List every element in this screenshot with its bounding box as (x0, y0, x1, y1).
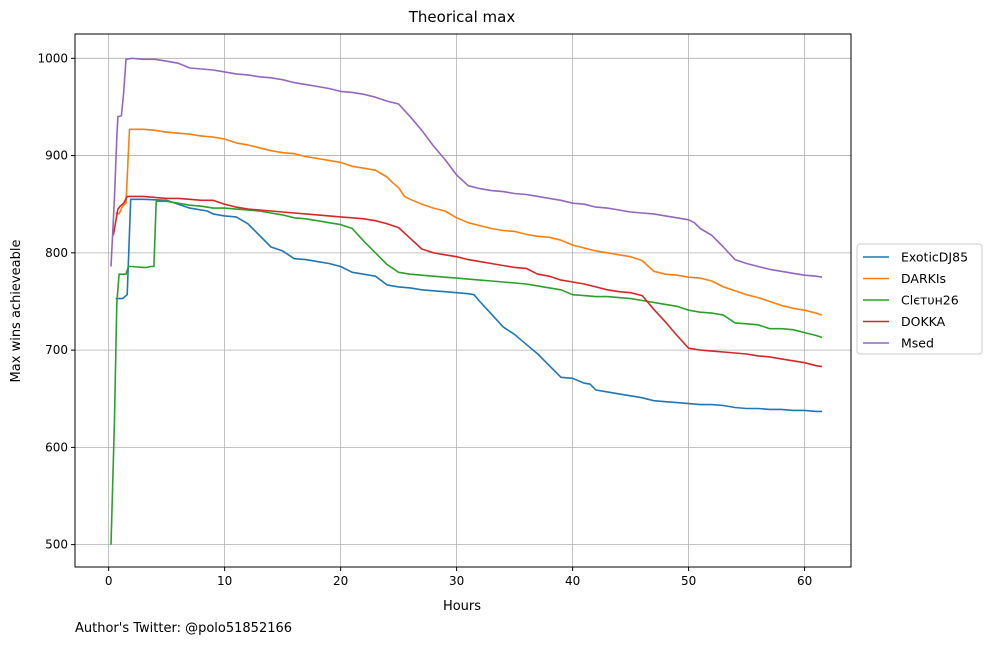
legend-box (856, 243, 983, 355)
legend-label: Msed (901, 336, 934, 351)
legend-label: ExoticDJ85 (901, 250, 968, 265)
legend-label: DARKIs (901, 271, 946, 286)
legend: ExoticDJ85 DARKIs Clєтυн26 DOKKA Msed (856, 243, 983, 355)
series-line-1 (115, 198, 822, 413)
y-tick-label: 800 (45, 246, 68, 260)
series-line-3 (110, 200, 823, 545)
x-tick-label: 20 (333, 574, 348, 588)
chart-title: Theorical max (408, 8, 516, 26)
axis-ticks: 0 10 20 30 40 50 60 500 600 700 800 900 1000 (37, 51, 812, 588)
series-line-2 (115, 128, 823, 316)
plot-frame (74, 33, 852, 568)
x-axis-label: Hours (443, 599, 481, 614)
y-tick-label: 700 (45, 343, 68, 357)
series-line-5 (110, 57, 823, 278)
y-tick-label: 600 (45, 440, 68, 454)
author-credit: Author's Twitter: @polo51852166 (75, 621, 293, 636)
series-lines (110, 57, 823, 545)
x-tick-label: 40 (565, 574, 580, 588)
x-tick-label: 60 (797, 574, 812, 588)
legend-label: DOKKA (901, 314, 946, 329)
y-tick-label: 500 (45, 538, 68, 552)
x-tick-label: 30 (449, 574, 464, 588)
y-axis-label: Max wins achieveable (9, 240, 24, 383)
legend-label: Clєтυн26 (901, 293, 959, 308)
x-tick-label: 10 (217, 574, 232, 588)
y-tick-label: 900 (45, 149, 68, 163)
x-tick-label: 0 (105, 574, 113, 588)
grid-lines (75, 34, 851, 567)
y-tick-label: 1000 (37, 51, 68, 65)
series-line-4 (112, 195, 823, 368)
x-tick-label: 50 (681, 574, 696, 588)
